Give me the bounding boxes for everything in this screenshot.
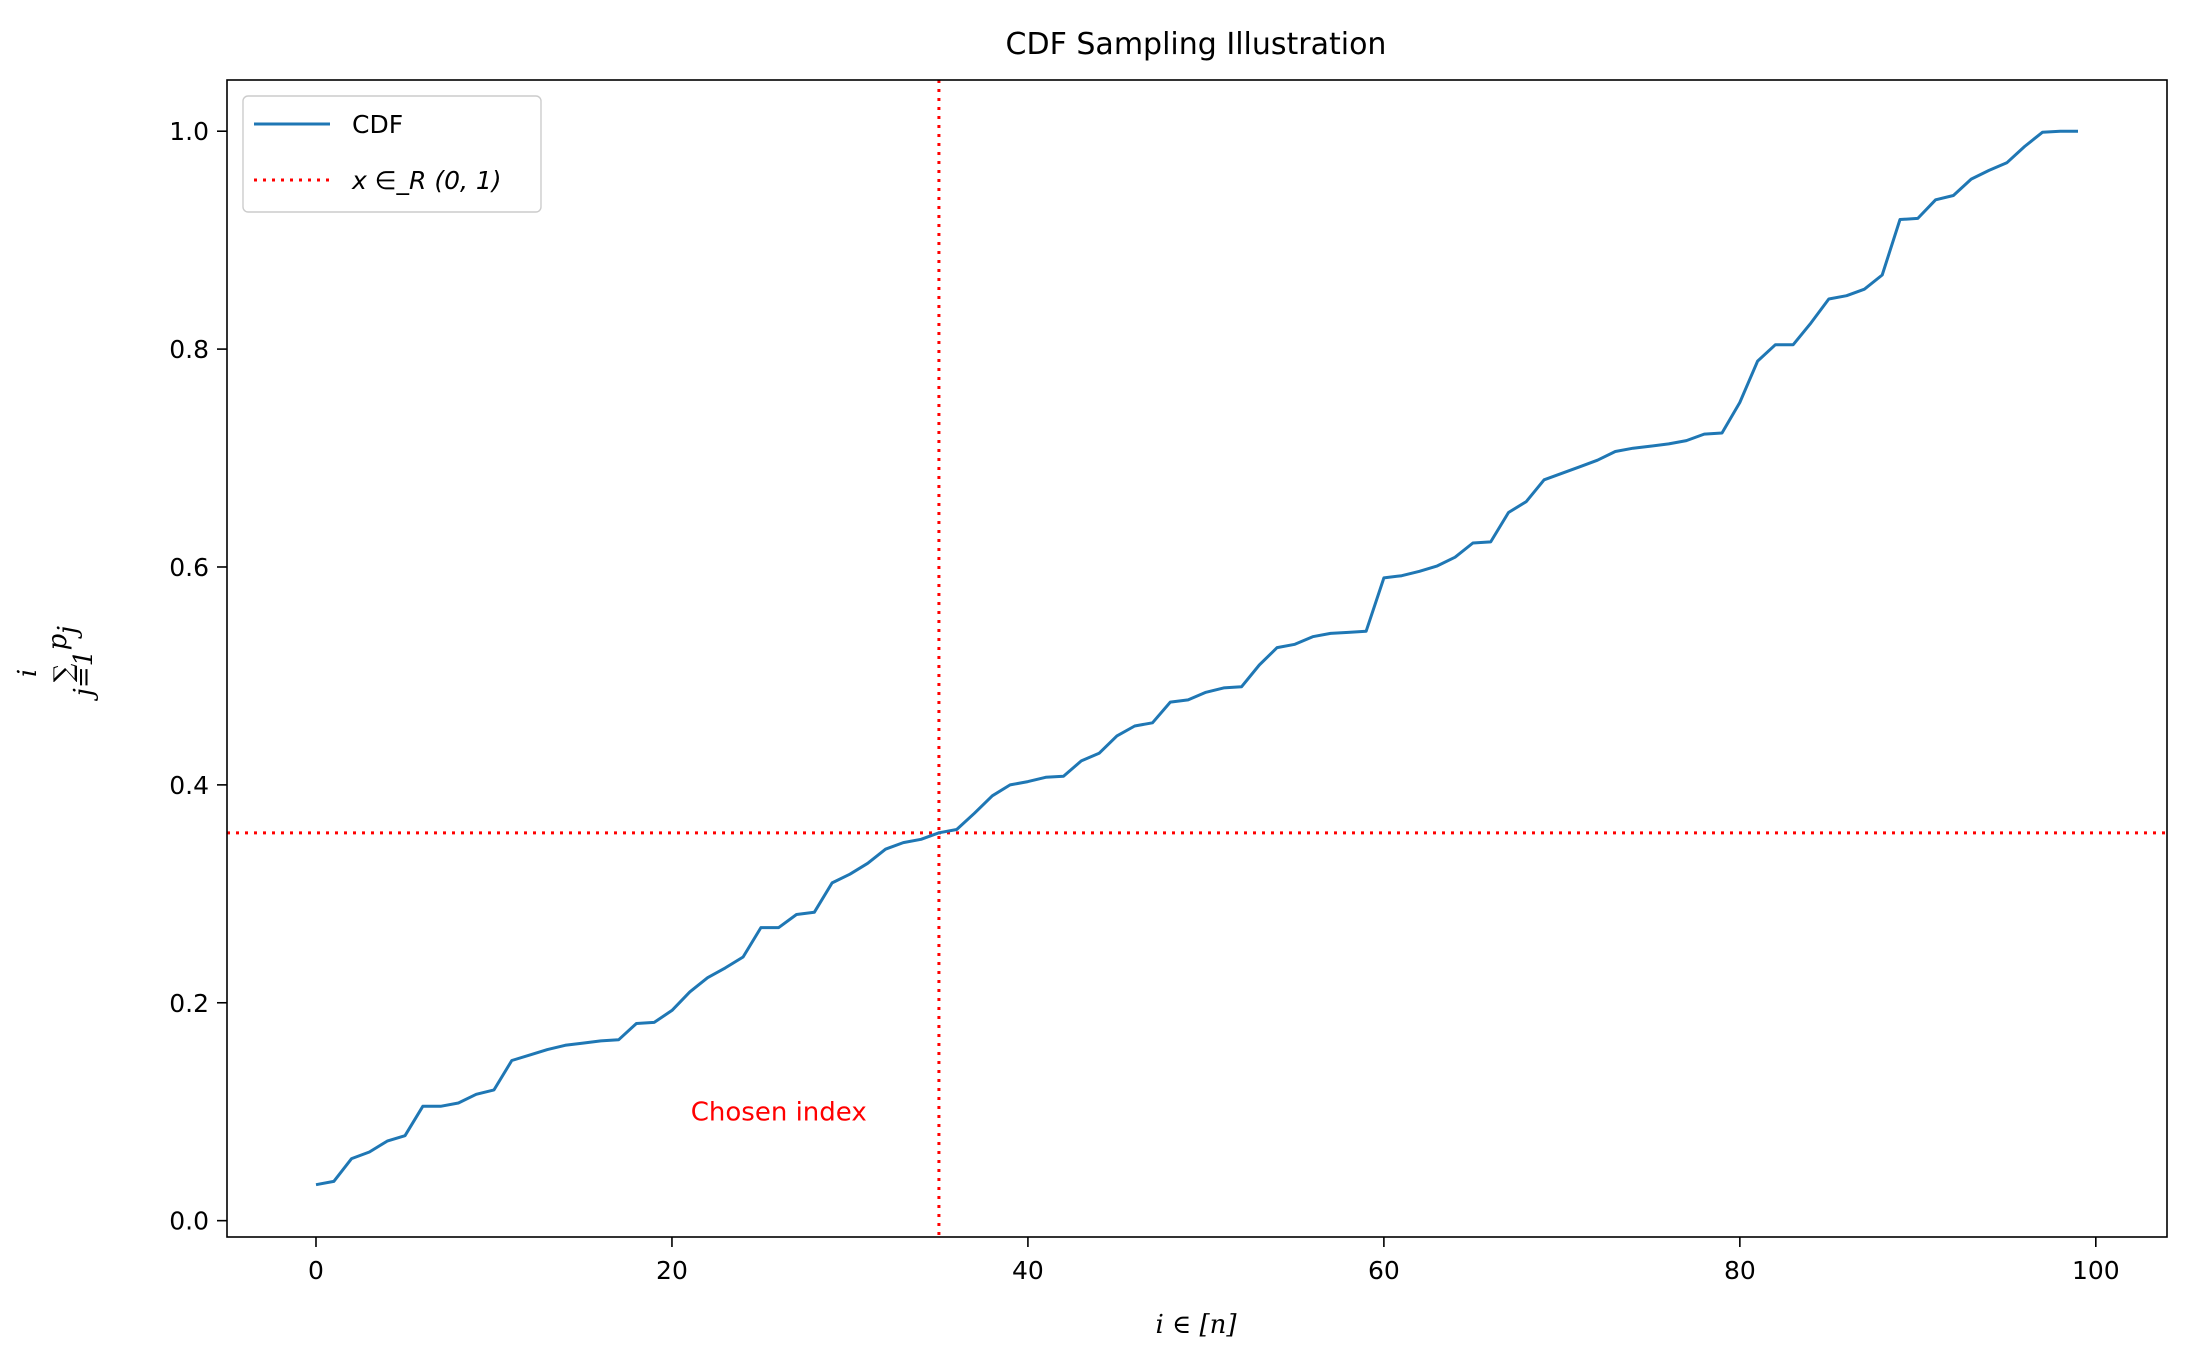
y-tick-label: 0.6 — [169, 553, 209, 582]
x-tick-label: 60 — [1368, 1256, 1400, 1285]
y-tick-label: 0.0 — [169, 1207, 209, 1236]
y-axis-label-upper: i — [13, 669, 43, 677]
y-axis-label-term: p — [43, 633, 73, 650]
y-tick-label: 0.4 — [169, 771, 209, 800]
y-axis-label-sum: ∑ — [49, 663, 79, 682]
x-axis-label: i ∈ [n] — [1155, 1310, 1237, 1340]
y-axis-label: i ∑ j=1 p j — [13, 626, 99, 701]
annotation-layer: Chosen index — [691, 1098, 867, 1128]
y-tick-label: 0.8 — [169, 335, 209, 364]
plot-frame — [226, 79, 2168, 1238]
x-tick-label: 20 — [656, 1256, 688, 1285]
x-axis-ticks: 0 20 40 60 80 100 — [308, 1237, 2120, 1285]
cdf-series-line — [315, 129, 2078, 1187]
y-tick-label: 1.0 — [169, 117, 209, 146]
x-tick-label: 40 — [1012, 1256, 1044, 1285]
legend-cdf-label: CDF — [352, 110, 403, 139]
y-tick-label: 0.2 — [169, 989, 209, 1018]
x-tick-label: 100 — [2072, 1256, 2120, 1285]
y-axis-label-lower: j=1 — [69, 650, 99, 701]
series-layer — [315, 129, 2078, 1187]
chosen-index-annotation: Chosen index — [691, 1098, 867, 1128]
x-tick-label: 0 — [308, 1256, 324, 1285]
x-tick-label: 80 — [1724, 1256, 1756, 1285]
legend-reference-label: x ∈_R (0, 1) — [351, 166, 502, 195]
chart-title: CDF Sampling Illustration — [1006, 27, 1387, 62]
legend: CDF x ∈_R (0, 1) — [242, 95, 542, 213]
reference-lines — [227, 80, 2167, 1237]
y-axis-ticks: 0.0 0.2 0.4 0.6 0.8 1.0 — [169, 117, 227, 1236]
